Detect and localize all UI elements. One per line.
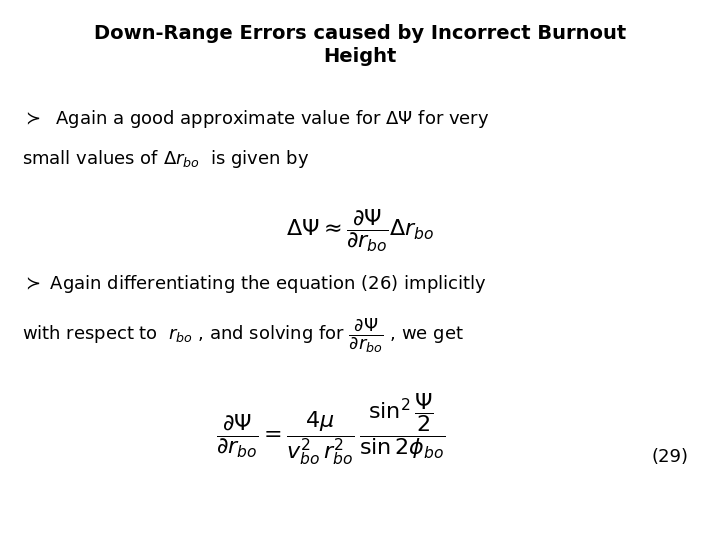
Text: $\succ$ Again differentiating the equation (26) implicitly: $\succ$ Again differentiating the equati… [22, 273, 486, 295]
Text: (29): (29) [651, 448, 688, 466]
Text: with respect to  $r_{bo}$ , and solving for $\dfrac{\partial\Psi}{\partial r_{bo: with respect to $r_{bo}$ , and solving f… [22, 316, 464, 355]
Text: $\succ$  Again a good approximate value for $\Delta\Psi$ for very: $\succ$ Again a good approximate value f… [22, 108, 489, 130]
Text: small values of $\Delta r_{bo}$  is given by: small values of $\Delta r_{bo}$ is given… [22, 148, 309, 171]
Text: $\Delta\Psi \approx \dfrac{\partial\Psi}{\partial r_{bo}}\Delta r_{bo}$: $\Delta\Psi \approx \dfrac{\partial\Psi}… [286, 208, 434, 254]
Text: Down-Range Errors caused by Incorrect Burnout
Height: Down-Range Errors caused by Incorrect Bu… [94, 24, 626, 66]
Text: $\dfrac{\partial\Psi}{\partial r_{bo}} = \dfrac{4\mu}{v_{bo}^{2}\, r_{bo}^{2}}\,: $\dfrac{\partial\Psi}{\partial r_{bo}} =… [217, 392, 446, 467]
